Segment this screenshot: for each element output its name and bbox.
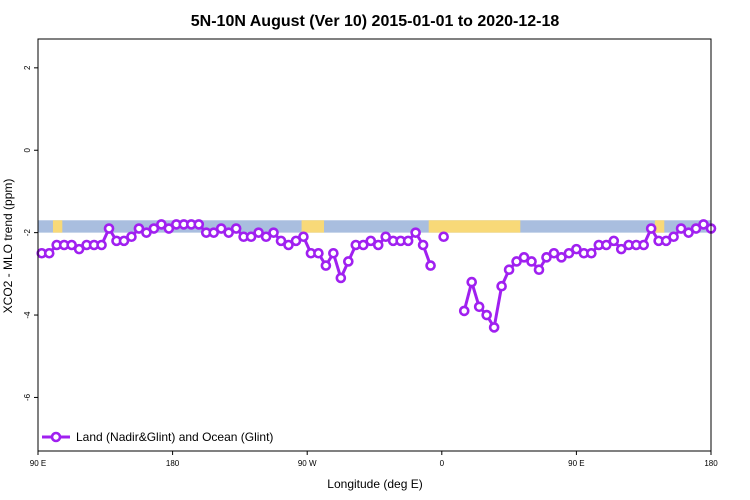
series-0-point-31: [268, 227, 279, 238]
land-span-2: [428, 220, 521, 233]
land-span-1: [301, 220, 325, 233]
series-0-point-13: [133, 223, 145, 234]
series-0-point-46: [380, 231, 392, 243]
series-0-point-68: [563, 247, 575, 259]
series-0-point-83: [675, 223, 687, 234]
series-0-point-41: [343, 256, 354, 267]
x-tick-label-3: 0: [440, 459, 445, 468]
series-0-point-33: [283, 239, 294, 251]
y-axis: 2 0 -2 -4 -6: [23, 65, 38, 401]
series-0-point-16: [156, 219, 167, 230]
series-0-point-64: [533, 264, 545, 276]
series-0-point-55: [466, 276, 478, 288]
series-0-point-74: [608, 235, 620, 247]
series-0-point-63: [526, 256, 537, 267]
series-0-point-79: [645, 223, 657, 234]
series-0-point-11: [118, 235, 130, 247]
series-0-point-57: [481, 309, 492, 321]
series-0-point-43: [357, 239, 369, 251]
series-0-point-69: [571, 243, 582, 255]
legend: Land (Nadir&Glint) and Ocean (Glint): [42, 430, 273, 444]
x-axis: 90 E 180 90 W 0 90 E 180: [30, 451, 718, 468]
series-0-point-51: [417, 239, 429, 251]
y-tick-label-4: -6: [23, 393, 32, 401]
series-0-point-56: [473, 301, 485, 313]
series-0-point-73: [601, 239, 612, 251]
series-0-point-26: [230, 223, 242, 234]
y-axis-label: XCO2 - MLO trend (ppm): [1, 179, 15, 314]
land-span-0: [52, 220, 63, 233]
series-0-point-1: [43, 247, 55, 259]
chart-title: 5N-10N August (Ver 10) 2015-01-01 to 202…: [191, 13, 560, 30]
series-0-point-40: [335, 272, 347, 284]
series-0-point-61: [511, 256, 522, 267]
legend-entry-label: Land (Nadir&Glint) and Ocean (Glint): [76, 430, 273, 444]
series-0-point-53: [438, 231, 449, 243]
y-tick-label-1: 0: [23, 147, 32, 152]
x-tick-label-5: 180: [704, 459, 718, 468]
y-tick-label-3: -4: [23, 311, 32, 319]
series-0-point-4: [66, 239, 77, 251]
series-0-point-44: [365, 235, 377, 247]
series-0-point-82: [668, 231, 679, 243]
series-0-point-75: [615, 243, 627, 255]
x-axis-label: Longitude (deg E): [327, 477, 422, 491]
series-0-point-59: [496, 280, 507, 292]
plot-frame: [37, 38, 712, 452]
series-0-point-21: [193, 219, 205, 230]
series-0-point-60: [503, 264, 515, 276]
series-0-point-78: [638, 239, 650, 251]
series-0-point-86: [698, 219, 709, 230]
series-0-point-23: [208, 227, 220, 238]
land-span-3: [654, 220, 665, 233]
series-0-point-17: [163, 223, 175, 234]
series-0-point-38: [320, 260, 332, 271]
series-0-point-50: [410, 227, 421, 238]
x-tick-label-4: 90 E: [568, 459, 584, 468]
series-0-point-62: [518, 252, 530, 263]
series-0-point-37: [313, 247, 324, 259]
series-0-point-52: [425, 260, 436, 271]
y-tick-label-0: 2: [23, 65, 32, 70]
series-0-point-71: [586, 247, 597, 259]
series-0-point-8: [96, 239, 107, 251]
series-0-point-65: [541, 252, 552, 263]
series-0-point-28: [245, 231, 257, 243]
series-0-point-25: [223, 227, 234, 238]
series-layer: [36, 219, 717, 333]
series-0-point-32: [275, 235, 287, 247]
series-0-point-5: [73, 243, 85, 255]
series-0-point-66: [548, 247, 560, 259]
series-0-point-12: [126, 231, 137, 243]
series-0-point-67: [556, 252, 567, 263]
x-tick-label-1: 180: [166, 459, 180, 468]
series-0-point-45: [372, 239, 384, 251]
series-0-point-35: [298, 231, 309, 243]
series-0-point-14: [141, 227, 152, 238]
series-0-point-29: [253, 227, 264, 238]
series-0-point-58: [488, 322, 500, 333]
series-0-point-85: [690, 223, 702, 234]
series-0-point-30: [260, 231, 272, 243]
series-0-point-39: [328, 247, 339, 259]
legend-marker-swatch: [50, 431, 62, 443]
series-0-point-84: [683, 227, 694, 238]
x-tick-label-2: 90 W: [298, 459, 317, 468]
series-0-point-15: [148, 223, 160, 234]
series-0-point-34: [290, 235, 302, 247]
series-0-point-49: [402, 235, 414, 247]
series-0-point-54: [458, 305, 470, 317]
series-0-point-9: [103, 223, 115, 234]
series-0-point-24: [215, 223, 227, 234]
series-0-point-81: [660, 235, 672, 247]
x-tick-label-0: 90 E: [30, 459, 46, 468]
y-tick-label-2: -2: [23, 229, 32, 237]
